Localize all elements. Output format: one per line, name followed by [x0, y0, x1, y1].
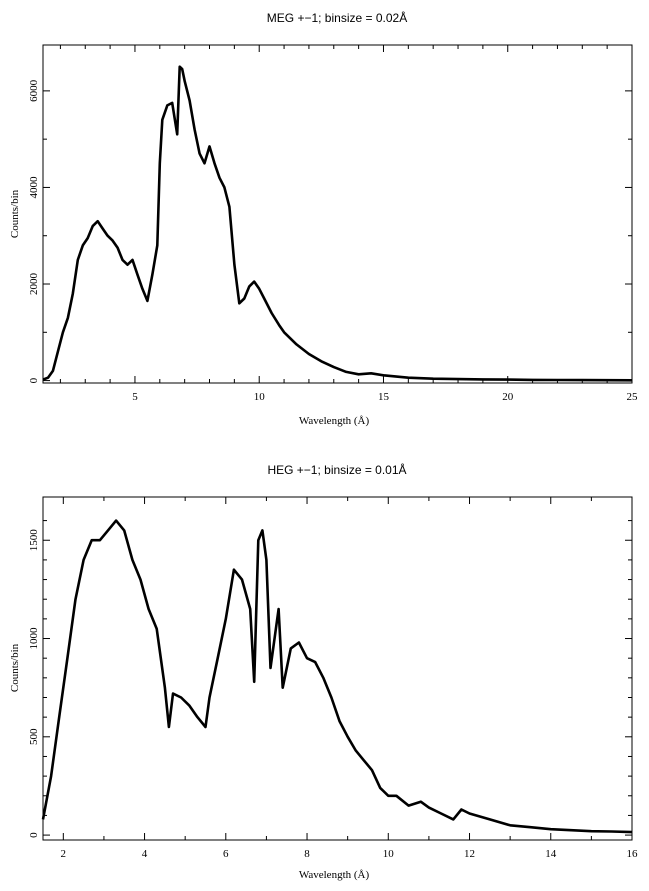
heg-x-tick-label: 8	[304, 848, 310, 860]
heg-x-tick-label: 4	[142, 848, 148, 860]
heg-y-tick-label: 1500	[28, 529, 40, 552]
meg-x-tick-label: 25	[627, 391, 639, 403]
heg-panel: HEG +−1; binsize = 0.01Å 2 4 6 8 10 12 14 16 0 5…	[9, 462, 638, 881]
meg-x-tick-label: 20	[502, 391, 514, 403]
heg-x-tick-label: 14	[545, 848, 557, 860]
heg-y-tick-label: 500	[28, 728, 40, 745]
meg-y-tick-label: 6000	[28, 79, 40, 102]
heg-y-axis-label: Counts/bin	[9, 643, 21, 692]
heg-x-tick-label: 12	[464, 848, 475, 860]
heg-y-tick-label: 0	[28, 832, 40, 838]
meg-x-tick-label: 10	[254, 391, 266, 403]
heg-spectrum-line	[41, 519, 633, 834]
heg-x-tick-label: 2	[61, 848, 67, 860]
meg-chart-title: MEG +−1; binsize = 0.02Å	[267, 10, 407, 25]
heg-x-axis-label: Wavelength (Å)	[299, 869, 370, 881]
meg-plot-frame	[42, 44, 633, 384]
heg-x-tick-label: 10	[383, 848, 395, 860]
meg-y-tick-label: 4000	[28, 176, 40, 199]
heg-chart-title: HEG +−1; binsize = 0.01Å	[267, 462, 406, 477]
heg-y-tick-label: 1000	[28, 627, 40, 650]
meg-y-tick-label: 2000	[28, 273, 40, 296]
meg-panel: MEG +−1; binsize = 0.02Å 5 10 15 20 25 0 2000…	[9, 10, 638, 427]
meg-x-axis-label: Wavelength (Å)	[299, 415, 370, 427]
heg-plot-frame	[42, 496, 633, 841]
meg-spectrum-line	[42, 65, 633, 382]
meg-x-tick-label: 15	[378, 391, 390, 403]
meg-y-tick-label: 0	[28, 377, 40, 383]
meg-y-axis: 0 2000 4000 6000	[28, 79, 632, 383]
meg-x-tick-label: 5	[132, 391, 138, 403]
heg-x-tick-label: 6	[223, 848, 229, 860]
meg-x-axis: 5 10 15 20 25	[59, 45, 639, 403]
meg-y-axis-label: Counts/bin	[9, 189, 21, 238]
heg-x-tick-label: 16	[627, 848, 639, 860]
heg-y-axis: 0 500 1000 1500	[28, 520, 632, 838]
heg-x-axis: 2 4 6 8 10 12 14 16	[61, 497, 638, 860]
